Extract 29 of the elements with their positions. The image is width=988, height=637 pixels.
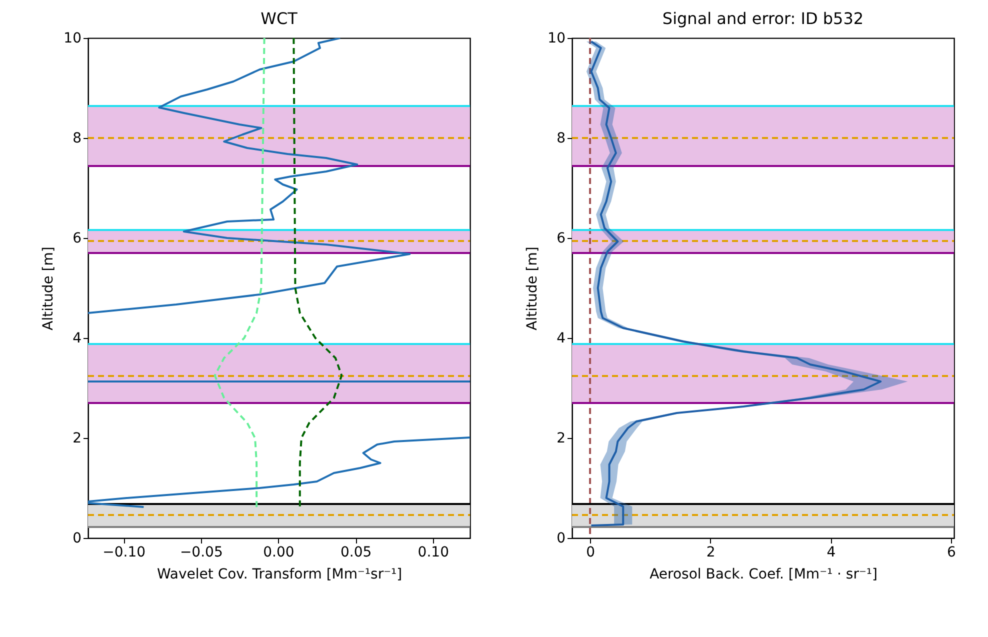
x-axis-title: Aerosol Back. Coef. [Mm⁻¹ · sr⁻¹] [650,566,878,582]
y-tick-label: 4 [556,330,566,346]
y-tick-label: 6 [556,230,566,246]
x-tick-label: −0.10 [102,544,146,560]
x-tick-label: 4 [826,544,836,560]
y-tick-label: 2 [556,430,566,446]
y-tick-label: 10 [548,30,566,46]
y-tick-label: 8 [72,130,82,146]
chart-title: WCT [260,9,298,28]
y-tick-label: 0 [72,530,82,546]
x-axis-title: Wavelet Cov. Transform [Mm⁻¹sr⁻¹] [156,566,402,582]
y-tick-label: 10 [64,30,82,46]
y-tick-label: 8 [556,130,566,146]
x-tick-label: 6 [947,544,956,560]
line-series [292,38,343,509]
x-tick-label: 0.00 [263,544,294,560]
x-tick-label: −0.05 [180,544,223,560]
y-tick-label: 4 [72,330,82,346]
y-tick-label: 0 [556,530,566,546]
y-tick-label: 6 [72,230,82,246]
x-tick-label: 0.10 [418,544,449,560]
y-axis-title: Altitude [m] [40,246,57,330]
x-tick-label: 2 [706,544,716,560]
y-axis-title: Altitude [m] [524,246,541,330]
line-series [214,38,266,509]
x-tick-label: 0 [586,544,596,560]
x-tick-label: 0.05 [340,544,372,560]
y-tick-label: 2 [72,430,82,446]
chart-title: Signal and error: ID b532 [662,9,864,28]
